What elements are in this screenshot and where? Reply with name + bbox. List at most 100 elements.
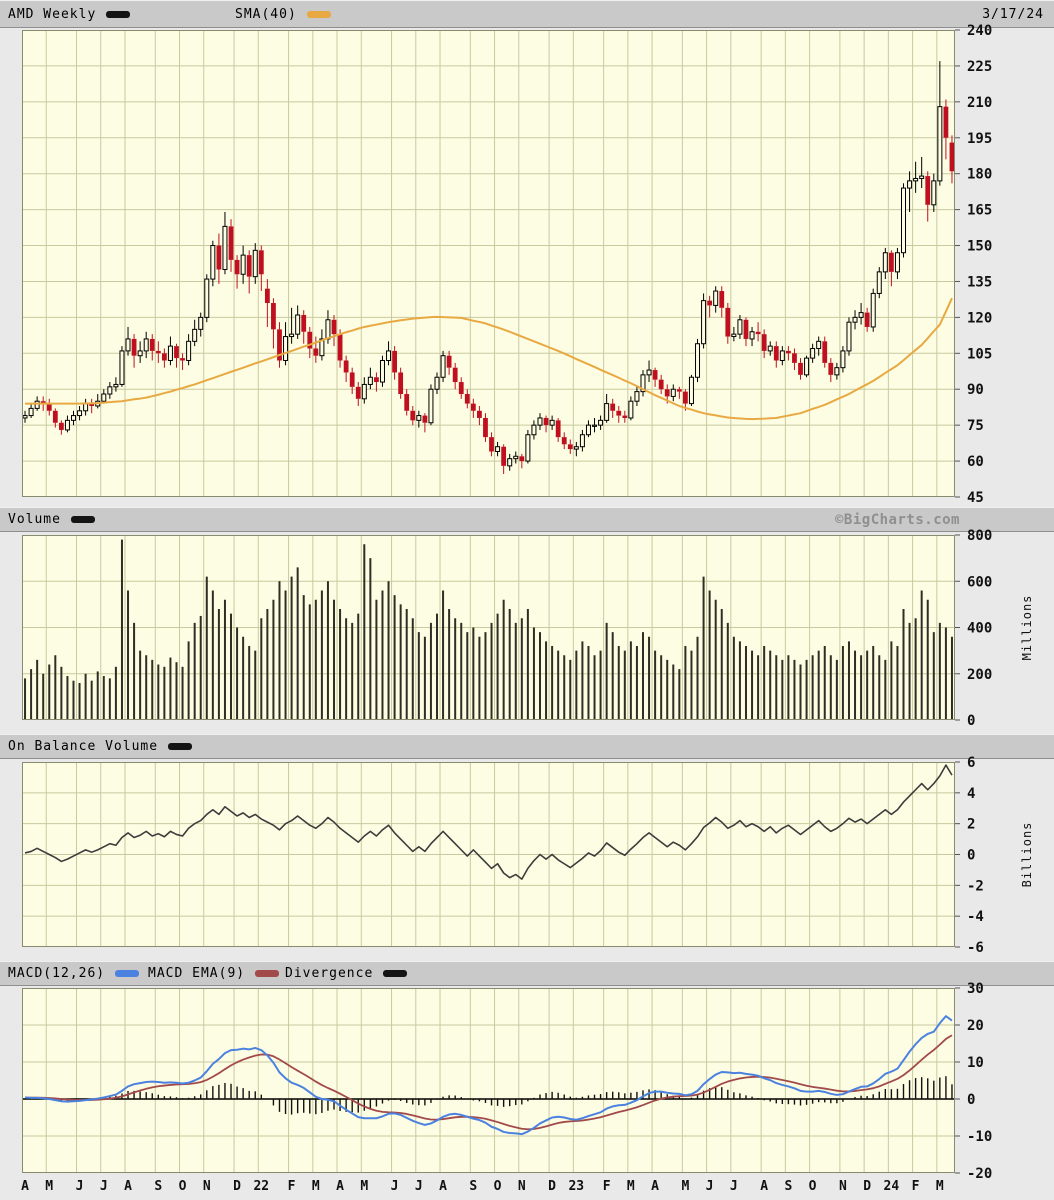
month-label: F xyxy=(602,1179,611,1194)
chart-date: 3/17/24 xyxy=(982,6,1044,22)
month-label: S xyxy=(784,1179,793,1194)
svg-text:210: 210 xyxy=(967,95,992,111)
svg-text:10: 10 xyxy=(967,1055,984,1071)
month-label: J xyxy=(705,1179,714,1194)
month-label: S xyxy=(469,1179,478,1194)
obv-line-chart: 6 4 2 0 -2 -4 -6 Billions xyxy=(22,755,1034,955)
svg-text:0: 0 xyxy=(967,713,975,728)
month-label: J xyxy=(729,1179,738,1194)
svg-text:-6: -6 xyxy=(967,940,984,955)
divergence-label: Divergence xyxy=(285,966,374,981)
svg-text:800: 800 xyxy=(967,528,992,544)
price-candlestick-chart: 240 225 210 195 180 165 150 135 120 105 90 75 60 45 xyxy=(22,23,992,505)
month-label: O xyxy=(178,1179,187,1194)
month-label: N xyxy=(517,1179,526,1194)
chart-title: AMD Weekly xyxy=(8,6,97,22)
divergence-legend: Divergence xyxy=(285,962,408,985)
svg-text:6: 6 xyxy=(967,755,975,771)
svg-text:120: 120 xyxy=(967,310,992,326)
month-label: A xyxy=(439,1179,447,1194)
macd-line-swatch xyxy=(115,970,140,977)
volume-panel-header: Volume ©BigCharts.com xyxy=(0,507,1054,532)
month-label: S xyxy=(154,1179,163,1194)
obv-panel-header: On Balance Volume xyxy=(0,734,1054,759)
svg-text:180: 180 xyxy=(967,167,992,183)
svg-text:0: 0 xyxy=(967,848,975,864)
month-label: A xyxy=(651,1179,659,1194)
svg-text:20: 20 xyxy=(967,1018,984,1034)
month-label: D xyxy=(548,1179,556,1194)
month-label: 23 xyxy=(568,1179,585,1194)
macd-line-label: MACD(12,26) xyxy=(8,966,106,981)
month-label: A xyxy=(21,1179,29,1194)
svg-text:150: 150 xyxy=(967,239,992,255)
month-label: J xyxy=(414,1179,423,1194)
price-series-swatch xyxy=(106,10,131,18)
svg-text:90: 90 xyxy=(967,382,984,398)
svg-text:2: 2 xyxy=(967,817,975,833)
month-label: A xyxy=(336,1179,344,1194)
svg-text:165: 165 xyxy=(967,203,992,219)
month-label: J xyxy=(75,1179,84,1194)
svg-text:400: 400 xyxy=(967,621,992,637)
macd-ema-swatch xyxy=(255,970,280,977)
volume-bar-chart: 800 600 400 200 0 Millions xyxy=(22,528,1034,728)
month-label: M xyxy=(360,1179,369,1194)
month-label: 24 xyxy=(883,1179,900,1194)
svg-text:0: 0 xyxy=(967,1092,975,1108)
macd-panel-header: MACD(12,26) MACD EMA(9) Divergence xyxy=(0,961,1054,986)
svg-text:-4: -4 xyxy=(967,909,984,925)
x-axis-month-labels: A M J J A S O N D 22 F M A M J J A S O N D 23 F M A M J J A S O N D 24 F M xyxy=(0,1176,1054,1200)
macd-chart: 30 20 10 0 -10 -20 xyxy=(22,981,992,1181)
month-label: M xyxy=(935,1179,944,1194)
bigcharts-watermark: ©BigCharts.com xyxy=(834,511,960,528)
svg-text:-10: -10 xyxy=(967,1129,992,1145)
month-label: O xyxy=(493,1179,502,1194)
month-label: J xyxy=(99,1179,108,1194)
month-label: A xyxy=(124,1179,132,1194)
obv-label: On Balance Volume xyxy=(8,739,159,754)
month-label: D xyxy=(233,1179,241,1194)
price-series-legend: AMD Weekly xyxy=(8,1,131,27)
month-label: F xyxy=(287,1179,296,1194)
svg-text:135: 135 xyxy=(967,274,992,290)
svg-text:600: 600 xyxy=(967,574,992,590)
svg-text:200: 200 xyxy=(967,667,992,683)
month-label: 22 xyxy=(253,1179,270,1194)
sma-legend: SMA(40) xyxy=(235,1,331,27)
svg-text:4: 4 xyxy=(967,786,975,802)
divergence-swatch xyxy=(383,970,408,977)
month-label: M xyxy=(626,1179,635,1194)
month-label: J xyxy=(390,1179,399,1194)
volume-swatch xyxy=(70,516,95,523)
sma-label: SMA(40) xyxy=(235,6,297,22)
sma-swatch xyxy=(306,10,331,18)
month-label: A xyxy=(760,1179,769,1194)
svg-text:225: 225 xyxy=(967,59,992,75)
month-label: N xyxy=(202,1179,211,1194)
svg-text:Billions: Billions xyxy=(1020,822,1034,888)
svg-text:30: 30 xyxy=(967,981,984,997)
obv-swatch xyxy=(168,743,193,750)
volume-legend: Volume xyxy=(8,508,95,531)
svg-text:60: 60 xyxy=(967,454,984,470)
price-panel-header: AMD Weekly SMA(40) 3/17/24 xyxy=(0,0,1054,28)
month-label: F xyxy=(911,1179,920,1194)
svg-text:105: 105 xyxy=(967,346,992,362)
month-label: M xyxy=(311,1179,320,1194)
month-label: D xyxy=(863,1179,872,1194)
macd-ema-label: MACD EMA(9) xyxy=(148,966,246,981)
svg-text:240: 240 xyxy=(967,23,992,39)
obv-legend: On Balance Volume xyxy=(8,735,193,758)
month-label: M xyxy=(681,1179,690,1194)
svg-text:75: 75 xyxy=(967,418,984,434)
svg-text:-2: -2 xyxy=(967,878,984,894)
svg-text:45: 45 xyxy=(967,490,984,505)
svg-text:Millions: Millions xyxy=(1020,595,1034,661)
month-label: M xyxy=(45,1179,54,1194)
month-label: O xyxy=(808,1179,817,1194)
month-label: N xyxy=(838,1179,847,1194)
svg-text:195: 195 xyxy=(967,131,992,147)
svg-text:-20: -20 xyxy=(967,1166,992,1181)
